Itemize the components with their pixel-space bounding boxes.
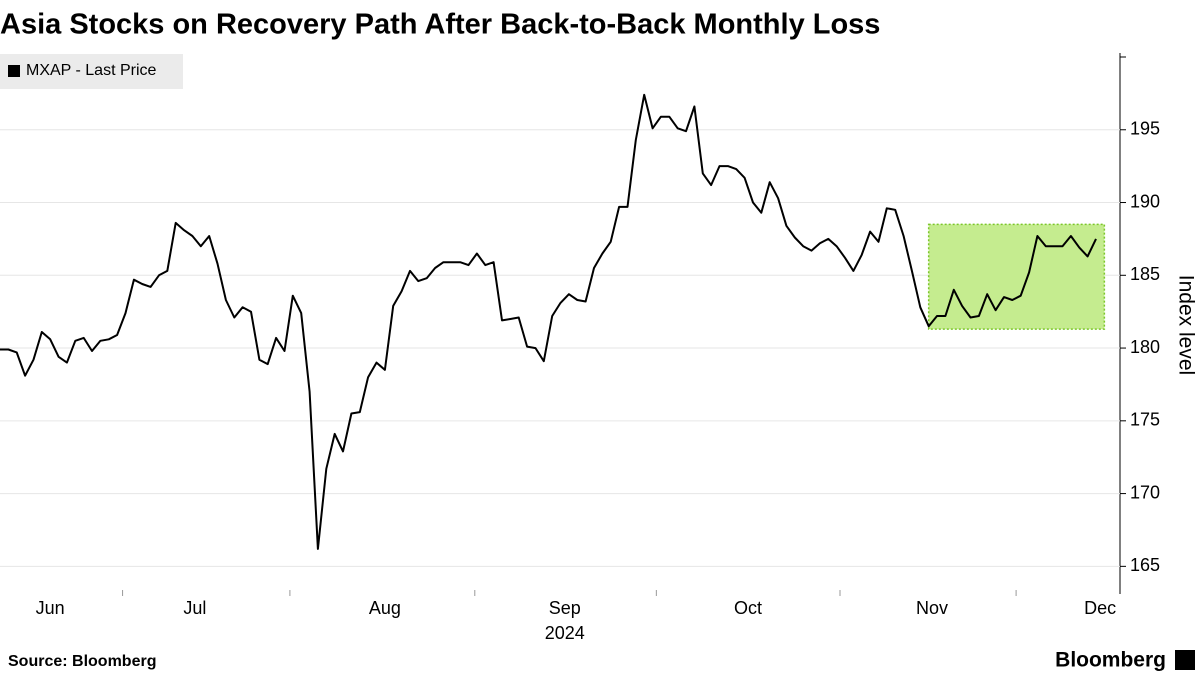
x-axis-label: 2024 <box>545 623 585 643</box>
legend-label: MXAP - Last Price <box>26 62 157 79</box>
x-tick-label: Dec <box>1084 598 1116 618</box>
x-tick-label: Oct <box>734 598 762 618</box>
brand: Bloomberg <box>1055 649 1166 672</box>
x-tick-label: Sep <box>549 598 581 618</box>
x-tick-label: Jul <box>183 598 206 618</box>
highlight-box <box>927 223 1106 330</box>
source: Source: Bloomberg <box>8 653 156 670</box>
legend-swatch <box>8 65 20 77</box>
y-axis-label: Index level <box>1174 275 1197 375</box>
y-tick-label: 195 <box>1130 119 1160 139</box>
y-tick-label: 180 <box>1130 337 1160 357</box>
brand-icon <box>1175 650 1195 670</box>
x-tick-label: Jun <box>36 598 65 618</box>
x-tick-label: Nov <box>916 598 948 618</box>
y-tick-label: 175 <box>1130 410 1160 430</box>
y-tick-label: 185 <box>1130 264 1160 284</box>
price-line <box>0 93 1097 550</box>
y-tick-label: 190 <box>1130 191 1160 211</box>
chart-title: Asia Stocks on Recovery Path After Back-… <box>0 9 880 41</box>
x-tick-label: Aug <box>369 598 401 618</box>
y-tick-label: 165 <box>1130 555 1160 575</box>
y-tick-label: 170 <box>1130 482 1160 502</box>
legend-box <box>0 54 183 89</box>
